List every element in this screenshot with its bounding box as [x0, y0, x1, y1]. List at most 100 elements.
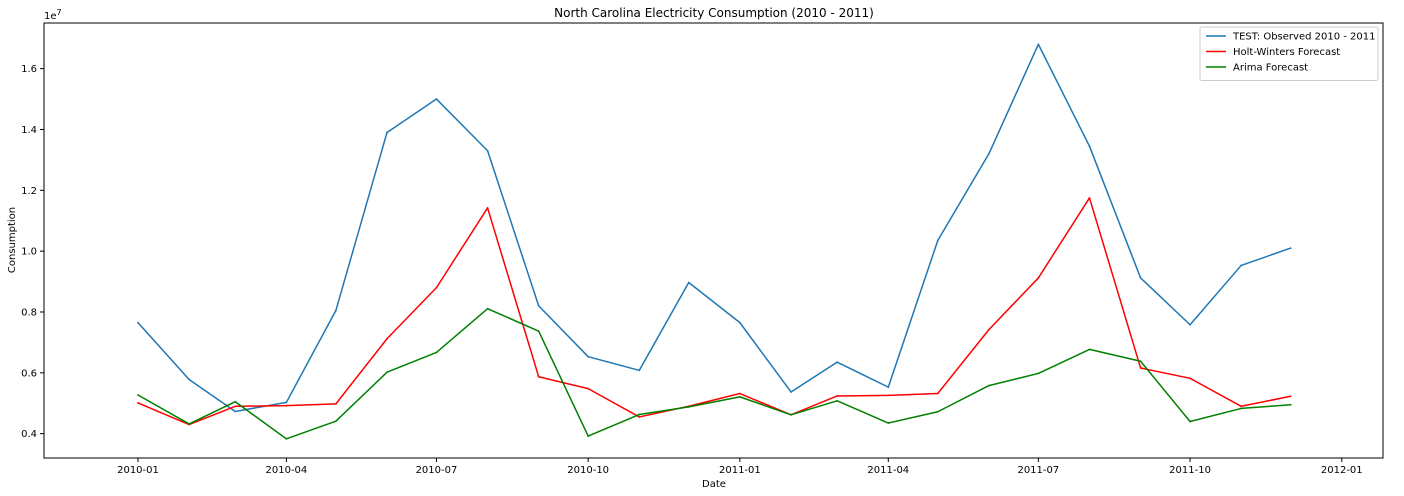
series-1-point — [334, 309, 337, 312]
x-tick-label: 2010-07 — [416, 465, 458, 476]
x-tick-label: 2011-10 — [1169, 465, 1211, 476]
series-1-point — [234, 410, 237, 413]
series-line-3 — [137, 307, 1291, 440]
series-3-point — [137, 394, 139, 396]
series-1-point — [285, 401, 288, 404]
series-3-point — [587, 435, 590, 437]
series-3-point — [285, 437, 288, 440]
series-2-point — [285, 404, 288, 407]
series-3-point — [687, 406, 690, 408]
series-2-point — [738, 392, 741, 395]
y-tick-label: 0.8 — [21, 307, 37, 318]
series-1-point — [738, 321, 741, 324]
x-tick-label: 2012-01 — [1321, 465, 1363, 476]
series-1-point — [386, 131, 388, 134]
series-line-1 — [137, 43, 1291, 413]
series-2-point — [537, 375, 540, 378]
legend: TEST: Observed 2010 - 2011 Holt-Winters F… — [1199, 26, 1379, 81]
series-1-point — [687, 281, 690, 284]
series-2-point — [587, 387, 590, 390]
chart-title-group: North Carolina Electricity Consumption (… — [554, 6, 874, 20]
chart-title: North Carolina Electricity Consumption (… — [554, 6, 874, 20]
series-3-point — [936, 410, 939, 413]
series-2-point — [386, 337, 388, 340]
series-2-point — [887, 394, 890, 397]
x-tick-label: 2011-04 — [867, 465, 909, 476]
series-2-point — [1037, 277, 1040, 279]
x-tick-label: 2010-01 — [117, 465, 159, 476]
series-3-point — [1240, 407, 1243, 410]
series-2-point — [486, 207, 489, 209]
legend-box — [1199, 26, 1379, 81]
x-tick-label: 2010-04 — [266, 465, 308, 476]
series-2-point — [638, 416, 641, 418]
series-3-point — [836, 399, 839, 402]
series-line-2 — [137, 197, 1291, 426]
series-2-point — [234, 405, 237, 408]
series-1-point — [790, 391, 792, 393]
legend-label-1: TEST: Observed 2010 - 2011 — [1232, 32, 1376, 43]
series-3-point — [386, 371, 388, 374]
series-1-point — [1289, 247, 1292, 250]
plot-frame — [43, 22, 1384, 459]
series-1-point — [1037, 43, 1040, 46]
y-multiplier-label: 1e7 — [44, 8, 62, 22]
y-tick-label: 1.2 — [21, 186, 37, 197]
series-1-point — [435, 98, 438, 100]
legend-label-2: Holt-Winters Forecast — [1233, 47, 1340, 58]
series-1-point — [887, 386, 890, 389]
x-tick-label: 2011-01 — [719, 465, 761, 476]
series-3-point — [738, 395, 741, 398]
legend-label-3: Arima Forecast — [1233, 63, 1308, 74]
series-1-point — [836, 361, 839, 364]
series-3-point — [887, 422, 890, 424]
series-1-point — [537, 305, 540, 307]
series-2-point — [836, 395, 839, 397]
series-3-point — [334, 420, 337, 423]
series-3-point — [1189, 420, 1191, 423]
series-3-point — [486, 307, 489, 310]
y-axis-title: Consumption — [7, 207, 18, 273]
series-2-point — [1189, 377, 1191, 380]
series-1-point — [137, 321, 139, 324]
series-1-point — [1189, 323, 1191, 326]
series-3-point — [638, 413, 641, 416]
series-2-point — [1139, 367, 1142, 369]
y-tick-label: 0.6 — [21, 368, 37, 379]
y-tick-label: 1.0 — [21, 247, 37, 258]
series-3-point — [1289, 403, 1292, 406]
series-3-point — [435, 351, 438, 354]
series-2-point — [334, 402, 337, 405]
series-1-point — [1088, 145, 1091, 148]
series-1-point — [188, 378, 191, 381]
series-2-point — [137, 402, 139, 404]
series-2-point — [936, 392, 939, 395]
series-1-point — [1139, 277, 1142, 279]
series-1-point — [1240, 264, 1243, 267]
y-tick-label: 0.4 — [21, 429, 37, 440]
series-1-point — [987, 152, 990, 155]
series-1-point — [638, 369, 641, 372]
y-tick-label: 1.4 — [21, 125, 37, 136]
series-3-point — [1139, 360, 1142, 363]
x-tick-label: 2011-07 — [1017, 465, 1059, 476]
series-3-point — [1037, 372, 1040, 375]
y-tick-label: 1.6 — [21, 64, 37, 75]
series-1-point — [587, 355, 590, 358]
series-2-point — [435, 286, 438, 289]
series-3-point — [537, 330, 540, 333]
series-2-point — [1088, 197, 1091, 199]
series-3-point — [188, 423, 191, 425]
x-tick-label: 2010-10 — [567, 465, 609, 476]
series-2-point — [987, 328, 990, 331]
series-3-point — [987, 384, 990, 387]
x-axis-title: Date — [702, 479, 726, 490]
series-1-point — [486, 149, 489, 152]
plot-area — [137, 43, 1292, 440]
series-3-point — [1088, 348, 1091, 351]
series-3-point — [234, 400, 237, 403]
series-3-point — [790, 413, 792, 416]
series-1-point — [936, 239, 939, 242]
series-2-point — [1240, 405, 1243, 408]
